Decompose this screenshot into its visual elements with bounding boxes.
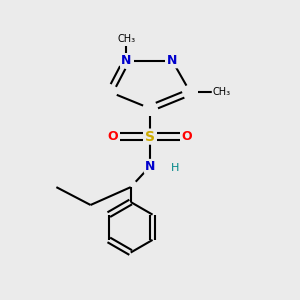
Text: CH₃: CH₃ <box>117 34 135 44</box>
Text: H: H <box>171 164 179 173</box>
Text: O: O <box>107 130 118 143</box>
Text: N: N <box>121 54 131 67</box>
Text: CH₃: CH₃ <box>212 87 230 97</box>
Text: S: S <box>145 130 155 144</box>
Text: N: N <box>145 160 155 173</box>
Text: N: N <box>167 54 178 67</box>
Text: O: O <box>182 130 193 143</box>
